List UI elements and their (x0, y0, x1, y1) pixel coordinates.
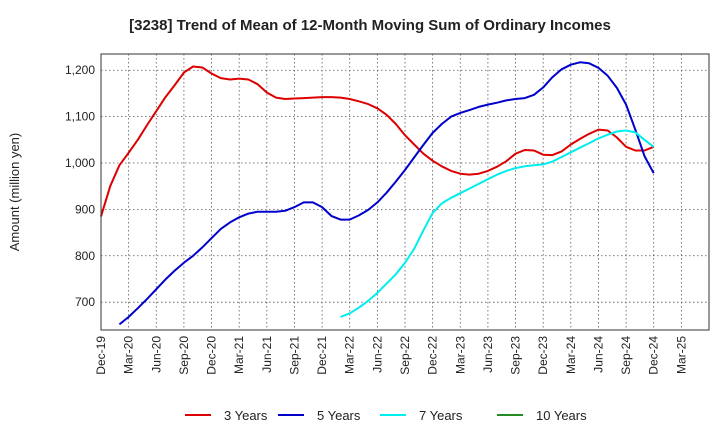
y-tick-label: 1,200 (65, 63, 95, 77)
y-tick-label: 1,100 (65, 110, 95, 124)
x-tick-label: Sep-24 (619, 336, 633, 375)
legend-label: 3 Years (224, 408, 268, 423)
x-tick-label: Dec-19 (94, 336, 108, 375)
x-tick-label: Dec-24 (647, 336, 661, 375)
x-tick-label: Mar-24 (564, 336, 578, 374)
x-tick-label: Dec-22 (426, 336, 440, 375)
series-line-3-years (100, 65, 655, 217)
legend-label: 7 Years (419, 408, 463, 423)
y-axis-label: Amount (million yen) (7, 133, 22, 252)
x-tick-label: Mar-23 (453, 336, 467, 374)
y-tick-label: 700 (75, 295, 95, 309)
x-tick-label: Jun-21 (260, 336, 274, 373)
grid-lines (101, 54, 709, 330)
legend-label: 10 Years (536, 408, 587, 423)
y-tick-label: 1,000 (65, 156, 95, 170)
x-axis-ticks: Dec-19 Mar-20 Jun-20 Sep-20 Dec-20 Mar-21 Jun-… (94, 336, 688, 375)
x-tick-label: Jun-20 (149, 336, 163, 373)
series-line-5-years (118, 61, 655, 326)
legend: 3 Years 5 Years 7 Years 10 Years (185, 408, 587, 423)
x-tick-label: Jun-24 (591, 336, 605, 373)
series-lines (100, 61, 655, 326)
x-tick-label: Jun-23 (481, 336, 495, 373)
x-tick-label: Mar-25 (674, 336, 688, 374)
chart-title: [3238] Trend of Mean of 12-Month Moving … (129, 17, 611, 34)
y-axis-ticks: 700 800 900 1,000 1,100 1,200 (65, 63, 95, 309)
x-tick-label: Sep-21 (287, 336, 301, 375)
legend-label: 5 Years (317, 408, 361, 423)
series-line-7-years (340, 129, 655, 318)
plot-frame (100, 53, 710, 331)
x-tick-label: Mar-22 (343, 336, 357, 374)
y-tick-label: 900 (75, 202, 95, 216)
x-tick-label: Sep-22 (398, 336, 412, 375)
x-tick-label: Sep-23 (509, 336, 523, 375)
x-tick-label: Dec-21 (315, 336, 329, 375)
x-tick-label: Dec-23 (536, 336, 550, 375)
x-tick-label: Mar-21 (232, 336, 246, 374)
x-tick-label: Dec-20 (205, 336, 219, 375)
y-tick-label: 800 (75, 249, 95, 263)
x-tick-label: Sep-20 (177, 336, 191, 375)
x-tick-label: Jun-22 (370, 336, 384, 373)
x-tick-label: Mar-20 (122, 336, 136, 374)
